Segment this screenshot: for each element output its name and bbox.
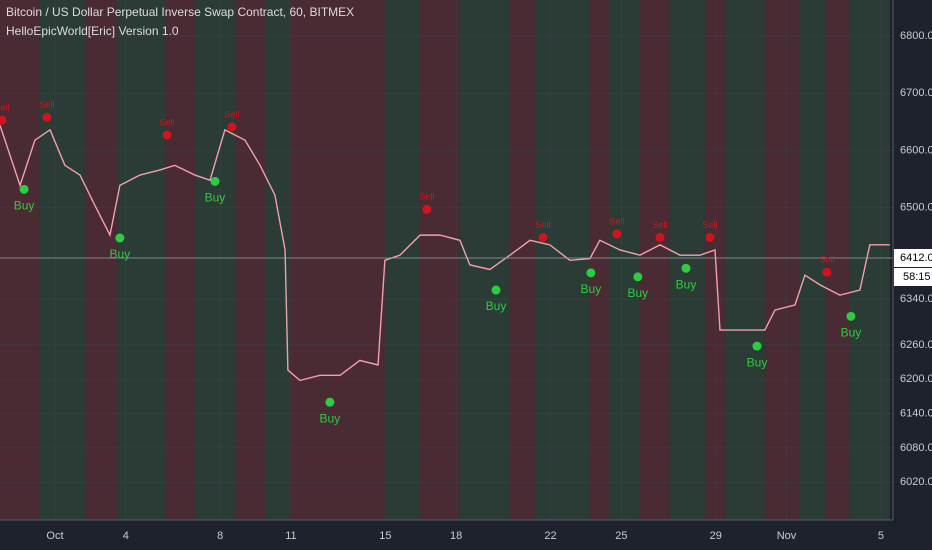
- buy-label: Buy: [486, 299, 507, 313]
- sell-marker: [162, 130, 172, 140]
- signal-region: [290, 0, 385, 520]
- signal-region: [589, 0, 611, 520]
- current-price-label: 6412.0: [900, 252, 932, 264]
- x-tick-label: Oct: [46, 530, 63, 542]
- signal-region: [849, 0, 890, 520]
- signal-region: [39, 0, 85, 520]
- sell-label: Sell: [535, 220, 550, 230]
- current-price-box: [894, 248, 932, 267]
- buy-marker: [586, 268, 596, 278]
- signal-region: [265, 0, 291, 520]
- sell-label: Sell: [609, 216, 624, 226]
- y-tick-label: 6140.0: [900, 408, 932, 420]
- signal-region: [764, 0, 800, 520]
- buy-marker: [681, 263, 691, 273]
- signal-region: [384, 0, 421, 520]
- x-tick-label: 11: [285, 530, 296, 542]
- sell-label: Sell: [653, 220, 668, 230]
- sell-marker: [227, 122, 237, 132]
- signal-region: [0, 0, 40, 520]
- sell-label: Sell: [0, 103, 9, 113]
- y-tick-label: 6080.0: [900, 442, 932, 454]
- buy-label: Buy: [14, 199, 35, 213]
- y-tick-label: 6700.0: [900, 87, 932, 99]
- signal-region: [669, 0, 705, 520]
- countdown-box: [894, 267, 932, 286]
- buy-label: Buy: [747, 355, 768, 369]
- buy-label: Buy: [110, 247, 131, 261]
- sell-marker: [422, 204, 432, 214]
- buy-marker: [19, 184, 29, 194]
- x-tick-label: Nov: [777, 530, 797, 542]
- sell-marker: [612, 229, 622, 239]
- sell-marker: [42, 112, 52, 122]
- buy-marker: [210, 176, 220, 186]
- x-tick-label: 8: [217, 530, 223, 542]
- y-tick-label: 6340.0: [900, 293, 932, 305]
- countdown-label: 58:15: [903, 271, 931, 283]
- buy-marker: [491, 285, 501, 295]
- signal-region: [509, 0, 535, 520]
- sell-marker: [655, 232, 665, 242]
- sell-label: Sell: [819, 255, 834, 265]
- buy-marker: [846, 311, 856, 321]
- signal-region: [610, 0, 640, 520]
- x-tick-label: 29: [710, 530, 722, 542]
- x-tick-label: 22: [544, 530, 556, 542]
- buy-label: Buy: [205, 191, 226, 205]
- price-line: [0, 125, 890, 382]
- x-tick-label: 25: [615, 530, 627, 542]
- sell-label: Sell: [39, 100, 54, 110]
- y-tick-label: 6500.0: [900, 202, 932, 214]
- sell-marker: [705, 232, 715, 242]
- x-tick-label: 15: [379, 530, 391, 542]
- x-tick-label: 5: [878, 530, 884, 542]
- y-tick-label: 6200.0: [900, 373, 932, 385]
- chart-title: Bitcoin / US Dollar Perpetual Inverse Sw…: [6, 5, 354, 19]
- plot-layer: Sell Sell Sell Sell Sell Sell Sell Sell Sell Sell…: [0, 100, 893, 425]
- x-tick-label: 4: [123, 530, 129, 542]
- y-tick-label: 6260.0: [900, 339, 932, 351]
- y-tick-label: 6800.0: [900, 30, 932, 42]
- sell-marker: [538, 232, 548, 242]
- buy-label: Buy: [320, 411, 341, 425]
- buy-label: Buy: [841, 326, 862, 340]
- signal-region: [639, 0, 670, 520]
- x-tick-label: 18: [450, 530, 462, 542]
- sell-label: Sell: [702, 220, 717, 230]
- sell-label: Sell: [160, 117, 175, 127]
- buy-marker: [115, 233, 125, 243]
- buy-marker: [633, 272, 643, 282]
- signal-region: [420, 0, 460, 520]
- signal-region: [534, 0, 590, 520]
- sell-label: Sell: [419, 192, 434, 202]
- buy-label: Buy: [628, 286, 649, 300]
- signal-region: [704, 0, 725, 520]
- buy-label: Buy: [676, 277, 697, 291]
- buy-label: Buy: [581, 282, 602, 296]
- signal-region: [164, 0, 195, 520]
- indicator-name: HelloEpicWorld[Eric] Version 1.0: [6, 24, 179, 38]
- signal-region: [724, 0, 765, 520]
- sell-label: Sell: [224, 109, 239, 119]
- sell-marker: [822, 267, 832, 277]
- buy-marker: [752, 341, 762, 351]
- signal-region: [799, 0, 825, 520]
- signal-region: [824, 0, 850, 520]
- buy-marker: [325, 397, 335, 407]
- signal-region: [84, 0, 118, 520]
- y-tick-label: 6600.0: [900, 144, 932, 156]
- signal-region: [194, 0, 236, 520]
- y-tick-label: 6020.0: [900, 476, 932, 488]
- signal-region: [235, 0, 266, 520]
- sell-marker: [0, 115, 7, 125]
- background-layer: [0, 0, 893, 520]
